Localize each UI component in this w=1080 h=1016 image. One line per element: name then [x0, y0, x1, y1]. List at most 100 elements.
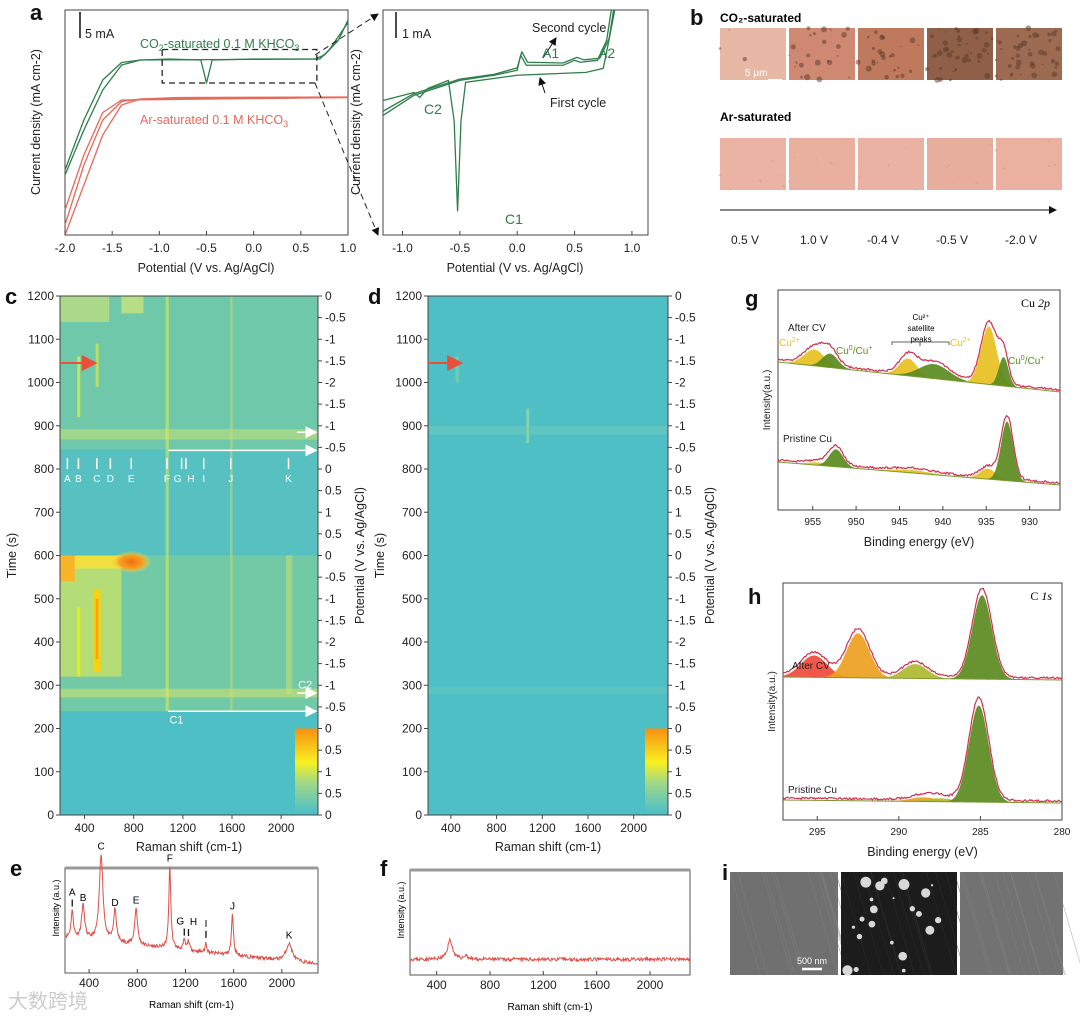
particle — [1051, 71, 1058, 78]
potential-label: 0.5 V — [731, 233, 759, 247]
x-tick-label: 935 — [978, 517, 995, 528]
y-axis-title: Intensity (a.u.) — [396, 881, 406, 938]
panel-title: C 1s — [1030, 589, 1052, 603]
particle — [1015, 64, 1021, 70]
particle — [816, 161, 818, 163]
heatmap-intensity-region — [428, 425, 668, 435]
peak-label: I — [205, 919, 208, 930]
potential-label: -2.0 V — [1005, 233, 1037, 247]
annotation-a2: A2 — [598, 45, 615, 61]
particle — [926, 142, 928, 145]
surface-scratch — [729, 871, 761, 976]
x-axis-title: Potential (V vs. Ag/AgCl) — [447, 261, 584, 275]
surface-scratch — [870, 871, 902, 976]
surface-scratch — [1053, 871, 1080, 964]
heatmap-intensity-region — [526, 408, 530, 444]
x-tick-label: 1200 — [529, 821, 556, 835]
y2-tick-label: -1.5 — [325, 397, 346, 411]
potential-label: -0.4 V — [867, 233, 899, 247]
panel-label-h: h — [748, 584, 761, 609]
y-axis-title: Intensity(a.u.) — [767, 671, 778, 732]
particle — [1021, 40, 1028, 47]
y-axis-title: Intensity(a.u.) — [762, 370, 773, 431]
raman-spectrum — [409, 936, 691, 963]
y2-tick-label: -0.5 — [325, 440, 346, 454]
measured-envelope — [777, 319, 1061, 392]
particle — [893, 68, 896, 72]
particle — [1055, 46, 1061, 52]
y2-tick-label: -1.5 — [675, 613, 696, 627]
label-cu0-right: Cu0/Cu+ — [1008, 355, 1044, 367]
particle — [957, 43, 961, 47]
peak-label: K — [286, 931, 293, 942]
y-tick-label: 300 — [402, 678, 422, 692]
particle — [925, 925, 935, 935]
scale-bar-label: 5 mA — [85, 27, 115, 41]
panel-i-sem-images: 500 nm — [729, 871, 1080, 976]
satellite-bracket — [891, 341, 950, 346]
row-label-co2: CO₂-saturated — [720, 11, 801, 25]
particle — [955, 55, 960, 60]
y-tick-label: 900 — [34, 419, 54, 433]
scale-bar-label: 500 nm — [797, 956, 827, 966]
x-tick-label: 945 — [891, 517, 908, 528]
y2-tick-label: -1 — [325, 678, 336, 692]
particle — [931, 55, 934, 58]
y2-tick-label: 0 — [325, 289, 332, 303]
colorbar — [295, 728, 317, 813]
label-after-cv: After CV — [792, 661, 830, 672]
y2-tick-label: -0.5 — [675, 570, 696, 584]
particle — [936, 50, 943, 56]
particle — [718, 173, 722, 177]
particle — [799, 62, 804, 68]
y2-tick-label: 0 — [325, 549, 332, 563]
y2-tick-label: -1 — [675, 678, 686, 692]
particle — [793, 156, 796, 159]
y-tick-label: 1000 — [395, 376, 422, 390]
y-tick-label: 0 — [415, 808, 422, 822]
particle — [930, 884, 934, 887]
colorbar — [645, 728, 667, 813]
x-axis-title: Raman shift (cm-1) — [149, 1000, 234, 1011]
y-tick-label: 600 — [402, 549, 422, 563]
label-after-cv: After CV — [788, 323, 826, 334]
x-axis-title: Binding energy (eV) — [867, 845, 977, 859]
peak-label: I — [202, 474, 205, 485]
surface-scratch — [853, 871, 884, 976]
fit-component — [783, 664, 1062, 680]
panel-g-xps-cu2p: 955 950 945 940 935 930 Binding energy (eV) Int… — [762, 289, 1061, 549]
particle — [869, 905, 878, 914]
particle — [1054, 66, 1058, 69]
cv-curve — [64, 96, 349, 211]
particle — [790, 44, 796, 50]
x-tick-label: 285 — [972, 827, 989, 838]
y-tick-label: 900 — [402, 419, 422, 433]
y2-tick-label: 0.5 — [325, 484, 342, 498]
x-tick-label: 950 — [848, 517, 865, 528]
peak-label: B — [80, 893, 87, 904]
x-tick-label: 400 — [441, 821, 461, 835]
surface-scratch — [807, 871, 839, 976]
y-tick-label: 1100 — [28, 332, 54, 346]
zoom-region-box — [161, 48, 318, 84]
particle — [1051, 31, 1057, 37]
y-axis-title: Time (s) — [5, 533, 19, 578]
particle — [930, 34, 935, 39]
particle — [921, 888, 931, 898]
particle — [835, 44, 841, 49]
particle — [939, 66, 943, 71]
x-tick-label: -0.5 — [196, 241, 217, 255]
panel-label-g: g — [745, 286, 758, 311]
micrograph-image — [720, 28, 786, 80]
x-tick-label: -1.5 — [102, 241, 123, 255]
particle — [1028, 48, 1031, 51]
particle — [932, 53, 938, 58]
y2-tick-label: 0 — [325, 462, 332, 476]
y2-tick-label: 0 — [325, 808, 332, 822]
particle — [976, 53, 983, 59]
legend-ar: Ar-saturated 0.1 M KHCO3 — [140, 113, 288, 129]
raman-spectrum — [64, 854, 319, 966]
surface-scratch — [994, 871, 1025, 976]
peak-label: H — [187, 474, 194, 485]
particle — [973, 27, 980, 34]
